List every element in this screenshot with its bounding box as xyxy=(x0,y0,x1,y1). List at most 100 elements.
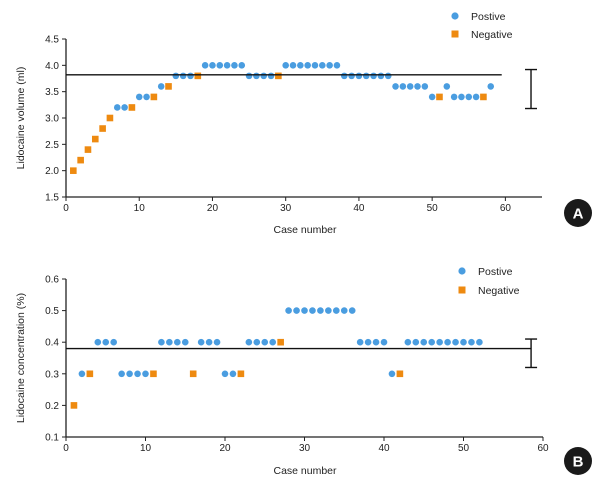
panel-a-x-tick-label: 30 xyxy=(280,203,292,214)
panel-b-positive-point xyxy=(372,338,380,346)
panel-b-positive-point xyxy=(166,338,173,346)
panel-b-y-tick-label: 0.3 xyxy=(45,369,59,380)
panel-a-positive-point xyxy=(406,83,414,90)
panel-b-letter: B xyxy=(573,454,584,471)
panel-b-positive-point xyxy=(197,338,205,346)
panel-b-positive-point xyxy=(436,338,443,346)
panel-a-positive-point xyxy=(340,72,348,80)
panel-b-x-tick-label: 50 xyxy=(458,443,470,454)
panel-a-x-tick-label: 10 xyxy=(134,203,146,214)
panel-a-positive-point xyxy=(245,72,253,80)
panel-b-positive-point xyxy=(388,370,396,378)
panel-a-positive-point xyxy=(362,72,370,80)
panel-a-positive-point xyxy=(187,72,194,80)
panel-a-positive-point xyxy=(443,83,451,90)
panel-b-positive-point xyxy=(380,338,388,346)
panel-a-legend-negative-marker xyxy=(451,30,459,38)
panel-b-negative-point xyxy=(150,370,157,378)
panel-a-positive-point xyxy=(458,93,465,101)
panel-a-positive-point xyxy=(319,62,326,69)
panel-b-legend-negative-marker xyxy=(458,286,466,294)
panel-b-letter-badge: B xyxy=(564,447,592,475)
panel-a-x-tick-label: 60 xyxy=(500,203,512,214)
panel-a-positive-point xyxy=(487,83,495,90)
panel-a-legend-positive-label: Postive xyxy=(471,11,506,23)
panel-b-positive-point xyxy=(118,370,125,378)
panel-a-positive-point xyxy=(157,83,165,90)
panel-b-y-tick-label: 0.4 xyxy=(45,338,59,349)
panel-b-legend: Postive Negative xyxy=(458,266,520,297)
panel-b-positive-point xyxy=(309,307,316,314)
panel-b-positive-point xyxy=(325,307,332,314)
panel-b-positive-point xyxy=(285,307,292,314)
panel-b-positive-point xyxy=(261,338,269,346)
panel-a-positive-point xyxy=(135,93,143,101)
panel-a-positive-point xyxy=(355,72,363,80)
panel-b-positive-point xyxy=(213,338,221,346)
panel-a-x-tick-label: 0 xyxy=(63,203,69,214)
panel-b-legend-positive-marker xyxy=(458,267,466,275)
panel-b-positive-point xyxy=(221,370,229,378)
panel-b-positive-point xyxy=(78,370,86,378)
panel-a-positive-point xyxy=(377,72,385,80)
panel-b-legend-negative-label: Negative xyxy=(478,285,520,297)
panel-a-positive-point xyxy=(414,83,421,90)
panel-a-positive-point xyxy=(348,72,355,80)
panel-a-positive-point xyxy=(311,62,319,69)
panel-b-legend-positive-label: Postive xyxy=(478,266,513,278)
panel-a-y-tick-label: 4.5 xyxy=(45,35,59,46)
panel-a-positive-point xyxy=(267,72,275,80)
panel-a-legend-positive-marker xyxy=(451,12,459,20)
panel-a-positive-point xyxy=(450,93,458,101)
panel-b-y-axis-title: Lidocaine concentration (%) xyxy=(15,293,27,423)
panel-b-positive-point xyxy=(102,338,110,346)
panel-b-positive-point xyxy=(404,338,412,346)
panel-b-negative-point xyxy=(277,338,284,346)
panel-b-y-tick-label: 0.5 xyxy=(45,306,59,317)
panel-b-x-tick-label: 30 xyxy=(299,443,311,454)
panel-a-positive-point xyxy=(297,62,304,69)
panel-b-x-tick-label: 20 xyxy=(219,443,231,454)
panel-b-positive-point xyxy=(301,307,308,314)
panel-a-positive-point xyxy=(201,62,209,69)
panel-a-positive-point xyxy=(326,62,333,69)
panel-a-x-tick-label: 20 xyxy=(207,203,219,214)
panel-b-negative-point xyxy=(396,370,404,378)
panel-b-x-tick-label: 10 xyxy=(140,443,152,454)
panel-a-x-ticks: 0 10 20 30 40 50 60 xyxy=(63,197,511,214)
panel-a-positive-point xyxy=(282,62,289,69)
panel-a-positive-point xyxy=(179,72,187,80)
panel-b-positive-point xyxy=(253,338,261,346)
panel-b-y-ticks: 0.1 0.2 0.3 0.4 0.5 0.6 xyxy=(45,275,66,444)
panel-b-positive-point xyxy=(444,338,451,346)
panel-a-negative-point xyxy=(128,104,136,111)
panel-a-y-tick-label: 2.0 xyxy=(45,166,59,177)
panel-a-legend: Postive Negative xyxy=(451,11,513,41)
panel-a-positive-point xyxy=(238,62,246,69)
panel-a-positive-point xyxy=(260,72,268,80)
panel-b-positive-point xyxy=(181,338,189,346)
panel-a-positive-point xyxy=(121,104,128,111)
panel-b-positive-point xyxy=(452,338,459,346)
panel-a-y-tick-label: 3.0 xyxy=(45,114,59,125)
panel-a-negative-point xyxy=(150,93,158,101)
panel-a-positive-point xyxy=(370,72,377,80)
panel-b-positive-point xyxy=(476,338,483,346)
panel-b-positive-point xyxy=(293,307,300,314)
panel-b-positive-point xyxy=(412,338,420,346)
panel-a-y-tick-label: 3.5 xyxy=(45,87,59,98)
panel-b-error-bar xyxy=(525,338,538,369)
panel-a-positive-point xyxy=(113,104,121,111)
panel-a-positive-point xyxy=(289,62,297,69)
panel-a-positive-point xyxy=(472,93,480,101)
panel-b-positive-point xyxy=(364,338,372,346)
panel-b-positive-point xyxy=(460,338,467,346)
panel-a-positive-point xyxy=(216,62,224,69)
panel-a-positive-point xyxy=(253,72,260,80)
panel-a-negative-point xyxy=(165,83,172,90)
panel-a-positive-point xyxy=(333,62,341,69)
panel-a-negative-point xyxy=(91,135,99,143)
panel-a-positive-point xyxy=(223,62,231,69)
panel-a-x-tick-label: 50 xyxy=(427,203,439,214)
